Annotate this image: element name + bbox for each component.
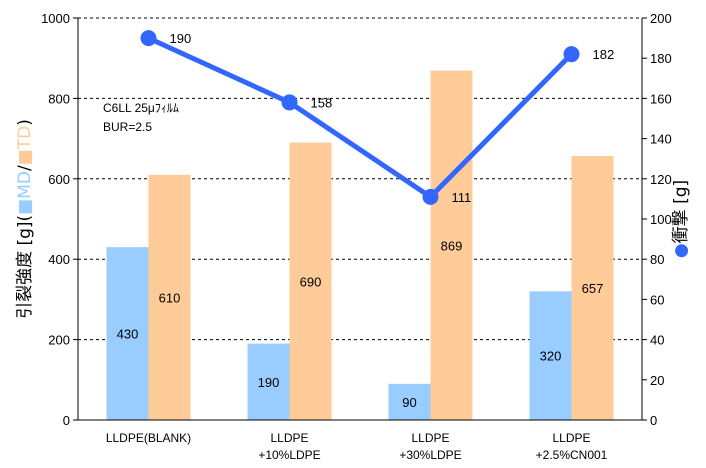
y-right-tick-label: 160 bbox=[650, 91, 672, 106]
annotation-text: BUR=2.5 bbox=[103, 120, 152, 134]
bar-td bbox=[571, 155, 614, 421]
bar-md bbox=[247, 343, 290, 420]
axes: 0 200 400 600 800 1000 0 20 40 60 80 100 120 140 160 18… bbox=[15, 11, 691, 462]
impact-line bbox=[140, 30, 580, 205]
y-left-axis-title: 引裂強度 [g](■MD/■TD) bbox=[15, 119, 35, 319]
y-right-tick-label: 140 bbox=[650, 132, 672, 147]
x-tick-label-line: LLDPE bbox=[552, 431, 590, 445]
y-right-tick-label: 200 bbox=[650, 11, 672, 26]
y-left-tick-label: 400 bbox=[48, 252, 70, 267]
bar-td bbox=[148, 174, 191, 420]
x-tick-label-line: +2.5%CN001 bbox=[536, 448, 608, 462]
bar-md-label: 90 bbox=[402, 395, 416, 410]
x-tick-label: LLDPE(BLANK) bbox=[106, 431, 191, 445]
x-tick-label-line: LLDPE bbox=[411, 431, 449, 445]
impact-legend-marker: ● bbox=[671, 243, 691, 258]
annotation-text: C6LL 25μﾌｨﾙﾑ bbox=[103, 101, 179, 115]
x-tick-label-line: +10%LDPE bbox=[258, 448, 320, 462]
impact-point bbox=[563, 46, 580, 63]
labels: 430 610 190 690 90 869 320 657 190 158 111 182 C6LL … bbox=[103, 31, 614, 410]
bars bbox=[106, 70, 614, 421]
impact-point-label: 111 bbox=[452, 190, 472, 205]
bar-md bbox=[106, 247, 149, 420]
md-legend-marker: ■ bbox=[15, 199, 35, 215]
y-right-tick-label: 0 bbox=[650, 413, 657, 428]
x-tick-label: LLDPE +30%LDPE bbox=[399, 431, 461, 462]
impact-point-label: 190 bbox=[170, 31, 192, 46]
y-right-tick-label: 40 bbox=[650, 333, 664, 348]
impact-point-label: 182 bbox=[593, 47, 615, 62]
y-left-axis-title-prefix: 引裂強度 [g]( bbox=[15, 215, 35, 319]
y-left-axis-title-td: TD bbox=[15, 126, 35, 150]
y-right-tick-label: 20 bbox=[650, 373, 664, 388]
y-left-tick-label: 200 bbox=[48, 333, 70, 348]
y-right-tick-label: 180 bbox=[650, 51, 672, 66]
bar-md bbox=[388, 383, 431, 420]
x-tick-label-line: +30%LDPE bbox=[399, 448, 461, 462]
y-left-tick-label: 1000 bbox=[41, 11, 70, 26]
x-tick-label: LLDPE +2.5%CN001 bbox=[536, 431, 608, 462]
x-tick-label-line: LLDPE bbox=[270, 431, 308, 445]
y-right-axis-title: ●衝撃 [g] bbox=[671, 180, 691, 258]
y-left-axis-title-suffix: ) bbox=[15, 119, 35, 126]
y-right-tick-label: 120 bbox=[650, 172, 672, 187]
bar-md-label: 190 bbox=[258, 375, 280, 390]
y-right-tick-label: 60 bbox=[650, 292, 664, 307]
bar-td-label: 657 bbox=[582, 281, 604, 296]
y-left-tick-label: 800 bbox=[48, 91, 70, 106]
impact-series-line bbox=[147, 35, 574, 200]
y-left-tick-label: 0 bbox=[63, 413, 70, 428]
y-left-axis-title-sep: / bbox=[15, 165, 35, 171]
bar-md-label: 430 bbox=[117, 327, 139, 342]
impact-point-label: 158 bbox=[311, 95, 333, 110]
y-right-tick-label: 100 bbox=[650, 212, 672, 227]
y-left-tick-label: 600 bbox=[48, 172, 70, 187]
y-left-axis-title-md: MD bbox=[15, 171, 35, 199]
bar-td-label: 610 bbox=[159, 290, 181, 305]
bar-td bbox=[430, 70, 473, 421]
bar-td bbox=[289, 142, 332, 420]
x-tick-label-line: LLDPE(BLANK) bbox=[106, 431, 191, 445]
impact-point bbox=[140, 30, 157, 47]
td-legend-marker: ■ bbox=[15, 149, 35, 165]
bar-td-label: 690 bbox=[300, 274, 322, 289]
bar-md-label: 320 bbox=[540, 349, 562, 364]
y-right-tick-label: 80 bbox=[650, 252, 664, 267]
bar-td-label: 869 bbox=[441, 238, 463, 253]
y-right-axis-title-text: 衝撃 [g] bbox=[671, 180, 691, 243]
x-tick-label: LLDPE +10%LDPE bbox=[258, 431, 320, 462]
impact-point bbox=[422, 188, 439, 205]
bar-md bbox=[529, 291, 572, 420]
impact-point bbox=[281, 94, 298, 111]
